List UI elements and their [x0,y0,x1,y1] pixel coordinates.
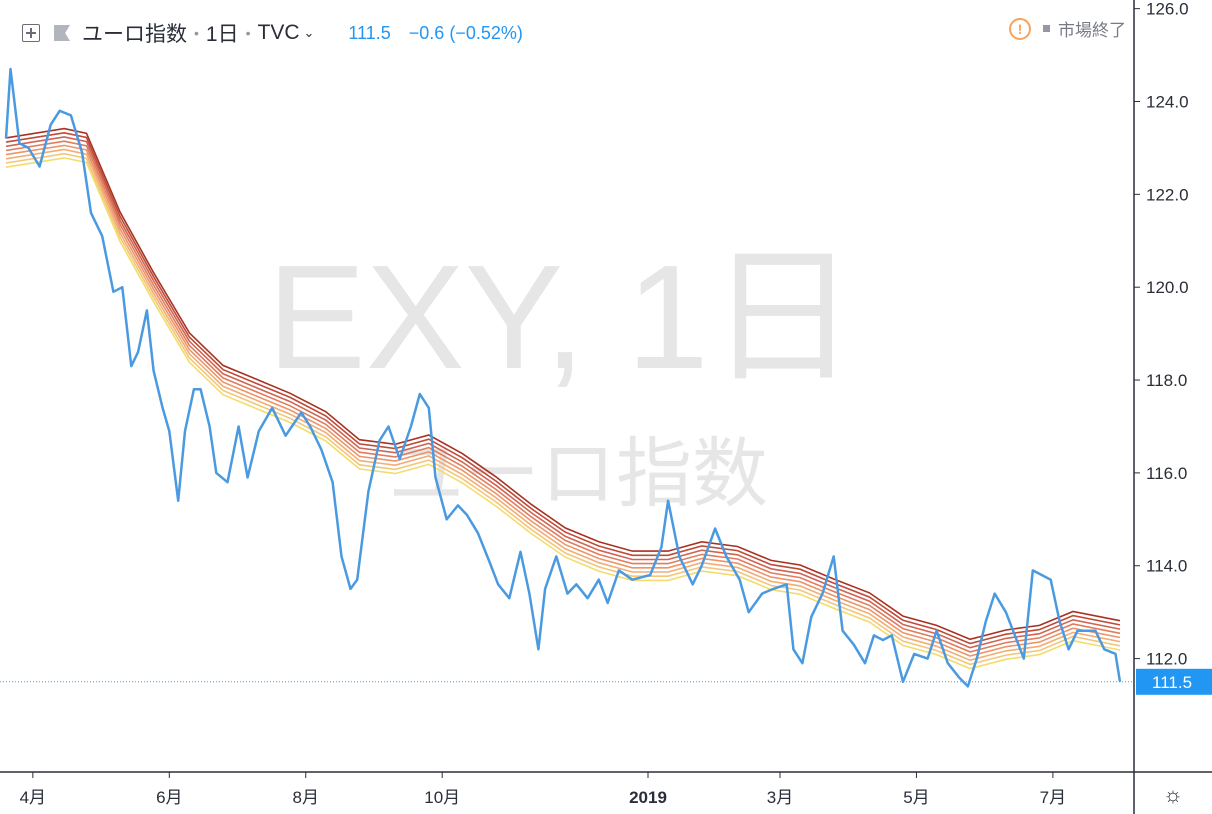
last-price-label-bg [1136,668,1212,695]
ribbon-line [5,148,1121,662]
add-symbol-icon[interactable] [22,24,40,42]
separator-dot: • [194,25,199,41]
flag-icon[interactable] [54,25,70,41]
separator-dot: • [245,25,251,41]
warning-icon[interactable]: ! [1009,17,1031,40]
time-tick-label: 4月 [20,788,46,807]
ribbon-line [5,152,1121,666]
dropdown-chevron-icon[interactable]: ⌄ [303,25,315,40]
last-value: 111.5 [348,22,391,43]
moving-average-ribbon [5,127,1121,670]
time-tick-label: 7月 [1040,788,1066,807]
price-tick-label: 120.0 [1146,278,1189,297]
settings-gear-icon[interactable]: ☼ [1162,782,1184,807]
ribbon-line [5,131,1121,645]
price-line [4,67,1122,688]
ribbon-line [5,127,1121,641]
ribbon-line [5,140,1121,653]
watermark-main: EXY, 1日 [267,235,857,400]
ribbon-line [5,157,1121,670]
ribbon-line [5,136,1121,649]
market-status-text: 市場終了 [1058,21,1126,40]
watermark: EXY, 1日 ユーロ指数 [267,235,857,517]
price-tick-label: 114.0 [1146,557,1187,576]
status-square-icon [1043,25,1050,32]
time-tick-label: 8月 [293,788,319,807]
price-tick-label: 124.0 [1146,92,1189,111]
time-tick-label: 3月 [767,788,793,807]
price-series [4,67,1122,688]
time-axis[interactable]: 4月 6月 8月 10月 2019 3月 5月 7月 [20,772,1067,807]
time-tick-label: 5月 [903,788,929,807]
price-tick-label: 118.0 [1146,371,1187,390]
time-tick-label: 2019 [629,788,667,807]
exchange-label[interactable]: TVC [257,21,300,44]
ribbon-line [5,144,1121,657]
time-tick-label: 6月 [156,788,182,807]
price-tick-label: 112.0 [1146,650,1187,669]
last-price-label-text: 111.5 [1152,673,1192,692]
price-tick-label: 116.0 [1146,464,1187,483]
last-price-label: 111.5 [1136,668,1212,695]
price-axis[interactable]: 126.0 124.0 122.0 120.0 118.0 116.0 114.0 112.0 [1134,0,1189,669]
time-tick-label: 10月 [424,788,460,807]
price-tick-label: 122.0 [1146,185,1189,204]
watermark-sub: ユーロ指数 [388,432,768,517]
price-tick-label: 126.0 [1146,0,1189,19]
interval-label[interactable]: 1日 [205,23,239,46]
market-status[interactable]: ! 市場終了 [1009,16,1126,41]
price-change: −0.6 (−0.52%) [408,22,523,43]
chart-header: ユーロ指数 • 1日 • TVC ⌄ 111.5 −0.6 (−0.52%) [22,18,523,48]
symbol-name[interactable]: ユーロ指数 [82,23,187,46]
